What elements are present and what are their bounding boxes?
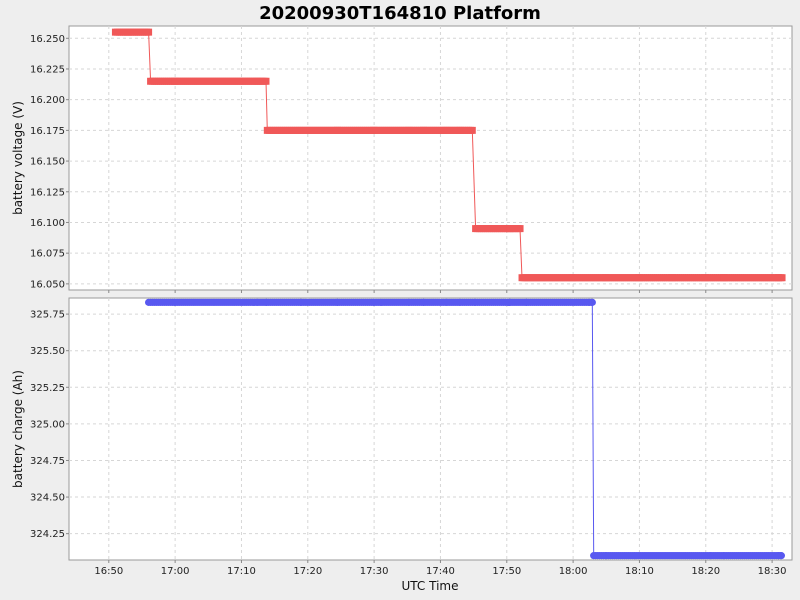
y-tick-label: 16.250 [30, 34, 65, 45]
y-tick-label: 16.150 [30, 157, 65, 168]
y-tick-label: 16.125 [30, 187, 65, 198]
data-point [778, 274, 786, 282]
x-tick-label: 17:30 [360, 566, 389, 577]
data-point [262, 77, 270, 85]
y-tick-label: 325.25 [30, 383, 65, 394]
data-point [588, 298, 596, 306]
x-tick-label: 16:50 [94, 566, 123, 577]
x-tick-label: 17:50 [492, 566, 521, 577]
data-point [145, 28, 153, 36]
data-point [516, 225, 524, 233]
y-tick-label: 16.050 [30, 279, 65, 290]
plot-area-2 [68, 297, 793, 561]
y-tick-label: 16.175 [30, 126, 65, 137]
x-tick-label: 18:20 [691, 566, 720, 577]
x-tick-label: 18:10 [625, 566, 654, 577]
y-tick-label: 324.50 [30, 493, 65, 504]
y-tick-label: 16.200 [30, 95, 65, 106]
y-axis-label-1: battery voltage (V) [11, 101, 25, 215]
plot-area-1 [68, 25, 793, 291]
chart-title: 20200930T164810 Platform [259, 3, 541, 24]
x-tick-label: 17:20 [293, 566, 322, 577]
data-point [777, 552, 785, 560]
y-tick-label: 16.075 [30, 249, 65, 260]
x-tick-label: 17:10 [227, 566, 256, 577]
y-tick-label: 324.25 [30, 529, 65, 540]
x-tick-label: 17:00 [161, 566, 190, 577]
y-tick-label: 325.00 [30, 419, 65, 430]
y-axis-label-2: battery charge (Ah) [11, 370, 25, 488]
x-tick-label: 18:00 [559, 566, 588, 577]
x-tick-label: 17:40 [426, 566, 455, 577]
data-point [468, 126, 476, 134]
y-tick-label: 16.225 [30, 64, 65, 75]
y-tick-label: 325.50 [30, 346, 65, 357]
x-axis-label: UTC Time [402, 579, 459, 593]
x-tick-label: 18:30 [758, 566, 787, 577]
y-tick-label: 16.100 [30, 218, 65, 229]
y-tick-label: 325.75 [30, 310, 65, 321]
y-tick-label: 324.75 [30, 456, 65, 467]
